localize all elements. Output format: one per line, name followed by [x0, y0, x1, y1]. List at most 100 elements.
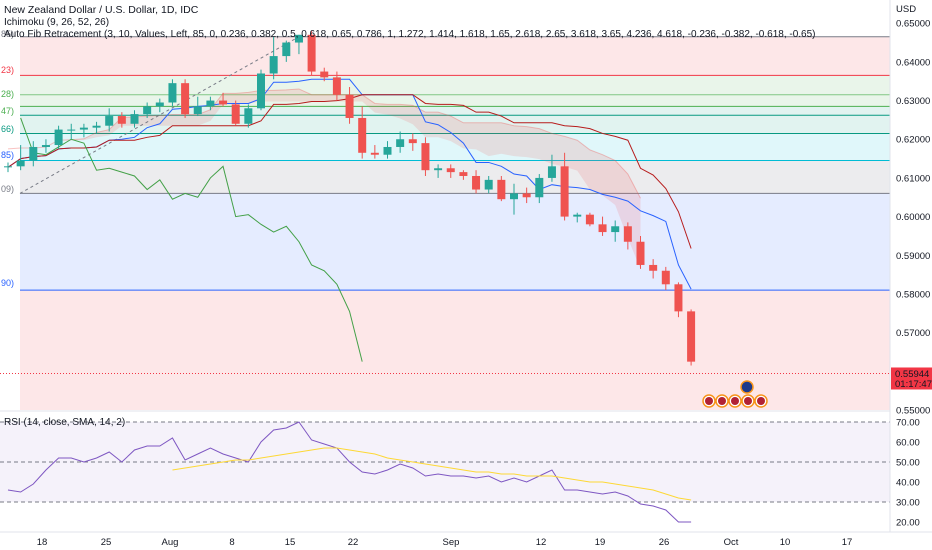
candle-body: [459, 172, 468, 176]
candle-body: [358, 117, 367, 153]
fib-zone: [20, 290, 890, 410]
fib-tag: 09): [1, 184, 14, 194]
rsi-tick: 40.00: [896, 478, 920, 489]
fib-zone: [20, 160, 890, 194]
current-price: 0.55944: [895, 369, 929, 380]
time-tick: 15: [285, 537, 296, 548]
us-flag-icon: [757, 397, 765, 405]
candle-body: [155, 102, 164, 107]
candle-body: [105, 116, 114, 126]
candle-body: [4, 166, 12, 168]
rsi-tick: 70.00: [896, 418, 920, 429]
kumo-area: [8, 88, 641, 269]
time-tick: Sep: [443, 537, 460, 548]
candle-body: [573, 214, 582, 217]
us-flag-icon: [718, 397, 726, 405]
tenkan-line: [7, 78, 692, 290]
time-tick: 8: [229, 537, 234, 548]
fib-zone: [20, 106, 890, 116]
chart-title: New Zealand Dollar / U.S. Dollar, 1D, ID…: [4, 4, 199, 16]
us-flag-icon: [705, 397, 713, 405]
candle-body: [446, 168, 455, 173]
rsi-pane: [0, 410, 932, 523]
time-tick: 12: [536, 537, 547, 548]
candle-body: [497, 179, 506, 200]
rsi-line: [7, 421, 692, 523]
candle-body: [623, 226, 632, 242]
senkou-span-line: [7, 88, 641, 199]
candle-body: [383, 146, 392, 155]
fib-legend[interactable]: Auto Fib Retracement (3, 10, Values, Lef…: [4, 29, 816, 40]
candle-body: [585, 214, 594, 225]
candle-body: [345, 94, 354, 118]
candle-body: [687, 311, 696, 362]
candle-body: [67, 129, 76, 131]
candle-body: [434, 168, 443, 171]
fib-tag: 66): [1, 124, 14, 134]
ichimoku-cloud: [7, 88, 641, 269]
price-tick: 0.60000: [896, 212, 930, 223]
rsi-tick: 50.00: [896, 458, 920, 469]
candle-body: [219, 100, 228, 105]
fib-zone: [20, 193, 890, 291]
fib-tag: 28): [1, 89, 14, 99]
candle-body: [41, 145, 50, 147]
price-tick: 0.61000: [896, 173, 930, 184]
time-tick: 26: [659, 537, 670, 548]
price-tag-box: [891, 367, 932, 390]
price-tick: 0.59000: [896, 251, 930, 262]
rsi-legend[interactable]: RSI (14, close, SMA, 14, 2): [4, 417, 126, 428]
candle-body: [244, 108, 253, 124]
candle-body: [332, 77, 341, 95]
candle-body: [181, 83, 190, 115]
rsi-tick: 20.00: [896, 518, 920, 529]
candle-body: [206, 100, 215, 107]
candle-body: [560, 166, 569, 217]
candles: [0, 30, 890, 374]
candle-body: [510, 193, 518, 200]
price-tick: 0.62000: [896, 135, 930, 146]
candle-body: [143, 106, 152, 115]
candle-body: [307, 34, 316, 72]
ichimoku-legend[interactable]: Ichimoku (9, 26, 52, 26): [4, 17, 110, 28]
price-axis-bg: [890, 0, 932, 550]
time-tick: 22: [348, 537, 359, 548]
fib-tag: 23): [1, 65, 14, 75]
price-tick: 0.65000: [896, 19, 930, 30]
candle-body: [54, 129, 63, 146]
candle-body: [269, 56, 278, 74]
candle-body: [649, 264, 658, 271]
candle-body: [117, 116, 126, 124]
fib-trend-line: [19, 36, 300, 194]
candle-body: [282, 42, 291, 57]
price-tick: 0.63000: [896, 96, 930, 107]
price-tick: 0.58000: [896, 289, 930, 300]
candle-body: [484, 179, 493, 190]
rsi-tick: 60.00: [896, 438, 920, 449]
currency-label: USD: [896, 4, 916, 15]
price-tick: 0.55000: [896, 406, 930, 417]
candle-body: [421, 143, 430, 171]
fib-zones: [20, 36, 890, 410]
candle-body: [320, 71, 329, 78]
candle-body: [257, 73, 265, 109]
fib-zone: [20, 36, 890, 76]
fib-zone: [20, 75, 890, 95]
fib-zone: [20, 133, 890, 161]
candle-body: [130, 114, 139, 124]
candle-body: [29, 146, 38, 161]
price-tick: 0.57000: [896, 328, 930, 339]
fib-tag: 47): [1, 106, 14, 116]
time-tick: 25: [101, 537, 112, 548]
candle-body: [661, 270, 670, 285]
fib-tag: 90): [1, 278, 14, 288]
time-tick: Aug: [162, 537, 179, 548]
price-tick: 0.64000: [896, 57, 930, 68]
candle-body: [472, 175, 481, 190]
economic-events[interactable]: [702, 380, 768, 408]
candle-body: [674, 284, 683, 312]
time-tick: 17: [842, 537, 853, 548]
time-tick: 19: [595, 537, 606, 548]
